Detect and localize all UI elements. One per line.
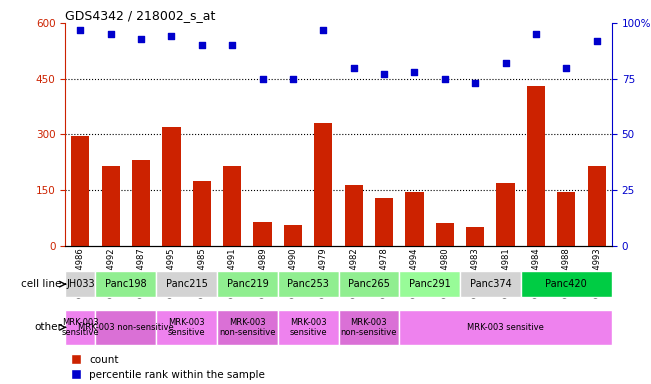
Text: Panc219: Panc219 [227,279,268,289]
Point [105,31,116,37]
Bar [156,271,217,297]
Point [288,76,298,82]
Bar [557,192,575,246]
Bar [284,225,302,246]
Bar [375,197,393,246]
Text: MRK-003 sensitive: MRK-003 sensitive [467,323,544,332]
Bar [527,86,545,246]
Bar [497,183,515,246]
Text: Panc291: Panc291 [409,279,450,289]
Point [318,26,329,33]
Text: Panc215: Panc215 [166,279,208,289]
Text: MRK-003
sensitive: MRK-003 sensitive [289,318,327,337]
Point [379,71,389,77]
Bar [339,271,399,297]
Bar [344,185,363,246]
Point [501,60,511,66]
Text: other: other [34,322,62,333]
Point [166,33,176,40]
Text: Panc420: Panc420 [546,279,587,289]
Bar [65,271,96,297]
Bar [436,223,454,246]
Text: Panc265: Panc265 [348,279,390,289]
Bar [314,123,333,246]
Bar [253,222,271,246]
Point [227,42,238,48]
Bar [466,227,484,246]
Text: Panc374: Panc374 [469,279,511,289]
Bar [278,271,339,297]
Text: MRK-003
sensitive: MRK-003 sensitive [168,318,206,337]
Bar [217,310,278,345]
Bar [162,127,180,246]
Point [197,42,207,48]
Point [531,31,541,37]
Text: JH033: JH033 [66,279,94,289]
Point [136,36,146,42]
Text: GDS4342 / 218002_s_at: GDS4342 / 218002_s_at [65,9,215,22]
Text: MRK-003 non-sensitive: MRK-003 non-sensitive [78,323,174,332]
Point [75,26,85,33]
Bar [399,310,612,345]
Text: MRK-003
non-sensitive: MRK-003 non-sensitive [219,318,275,337]
Text: Panc198: Panc198 [105,279,146,289]
Bar [96,310,156,345]
Bar [71,136,89,246]
Point [592,38,602,44]
Point [439,76,450,82]
Bar [399,271,460,297]
Bar [278,310,339,345]
Bar [193,181,211,246]
Legend: count, percentile rank within the sample: count, percentile rank within the sample [70,355,265,380]
Bar [521,271,612,297]
Bar [223,166,242,246]
Text: MRK-003
sensitive: MRK-003 sensitive [61,318,99,337]
Point [470,80,480,86]
Bar [460,271,521,297]
Bar [132,161,150,246]
Text: cell line: cell line [21,279,62,289]
Bar [156,310,217,345]
Bar [406,192,424,246]
Bar [588,166,606,246]
Bar [96,271,156,297]
Bar [65,310,96,345]
Bar [217,271,278,297]
Point [348,65,359,71]
Point [409,69,420,75]
Bar [339,310,399,345]
Bar [102,166,120,246]
Point [257,76,268,82]
Text: MRK-003
non-sensitive: MRK-003 non-sensitive [340,318,397,337]
Text: Panc253: Panc253 [287,279,329,289]
Point [561,65,572,71]
